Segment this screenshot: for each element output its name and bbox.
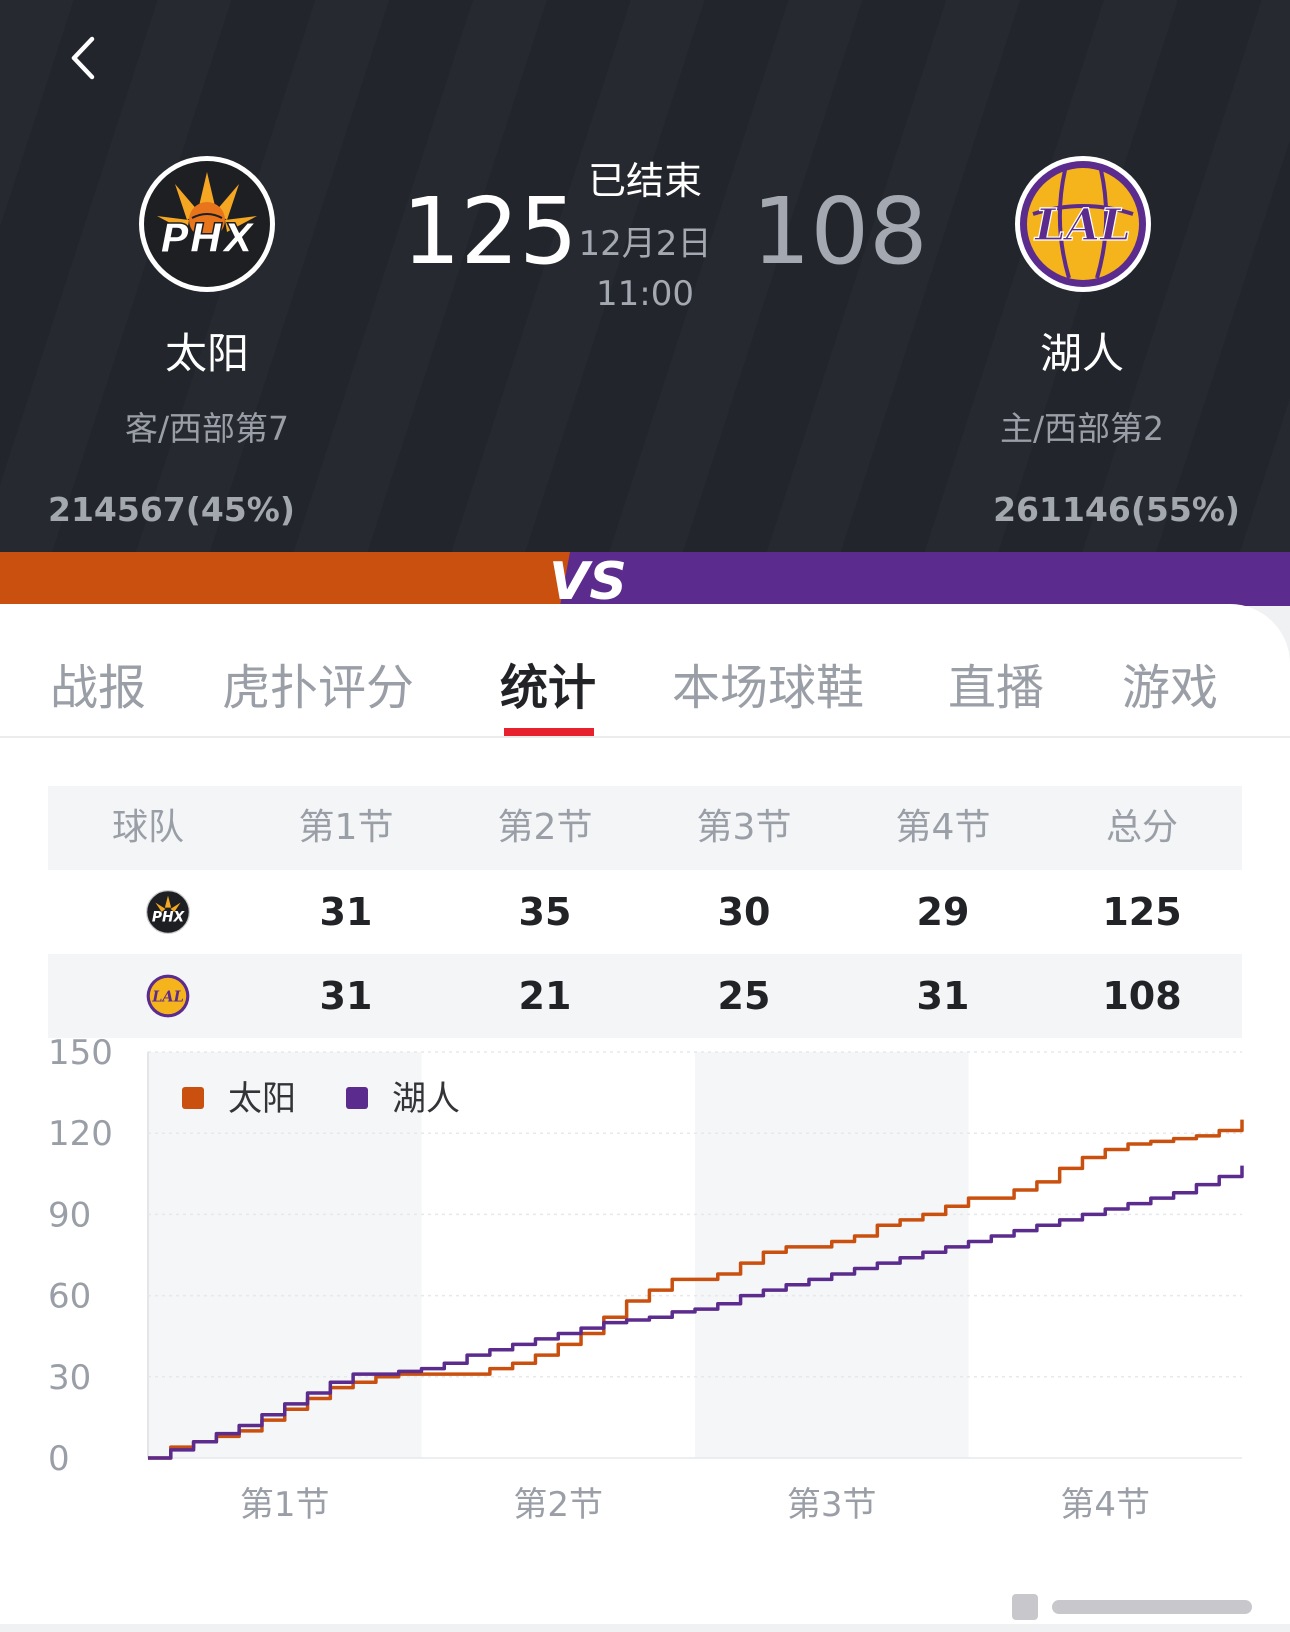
header-q4: 第4节 [895, 807, 991, 848]
x-tick-label: 第4节 [1060, 1485, 1150, 1525]
legend-label: 湖人 [392, 1079, 460, 1119]
x-tick-label: 第2节 [513, 1485, 603, 1525]
home-score: 108 [752, 178, 928, 285]
header-q2: 第2节 [497, 807, 593, 848]
lal-q4: 31 [916, 974, 970, 1018]
game-status: 已结束 [587, 159, 702, 203]
y-tick-label: 0 [48, 1439, 70, 1479]
table-row: LAL 31 21 25 31 108 [48, 954, 1242, 1038]
chevron-left-icon [71, 36, 95, 80]
quarter-band-2 [421, 1052, 695, 1458]
tab-ratings[interactable]: 虎扑评分 [222, 660, 415, 716]
lal-q2: 21 [518, 974, 572, 1018]
table-header-row: 球队 第1节 第2节 第3节 第4节 总分 [48, 786, 1242, 870]
tab-live[interactable]: 直播 [948, 660, 1045, 716]
header-total: 总分 [1105, 807, 1178, 848]
x-tick-label: 第3节 [787, 1485, 877, 1525]
y-tick-label: 120 [48, 1114, 113, 1154]
lakers-small-logo: LAL [146, 974, 190, 1018]
game-header: PHX LAL 太阳 湖人 客/西部第7 主/西部第2 125 108 已结束 … [0, 0, 1290, 552]
chart-gridlines [147, 1051, 1242, 1459]
chart-series-lines [148, 1119, 1244, 1460]
legend-swatch [182, 1087, 204, 1109]
quarter-band-4 [968, 1052, 1242, 1458]
away-team-name[interactable]: 太阳 [164, 329, 249, 378]
header-q3: 第3节 [696, 807, 792, 848]
lakers-logo-text: LAL [1033, 200, 1131, 251]
phx-total: 125 [1102, 890, 1182, 934]
away-team-rank: 客/西部第7 [124, 409, 290, 448]
lakers-small-logo-text: LAL [151, 989, 184, 1006]
phx-q3: 30 [717, 890, 771, 934]
score-progression-chart: 0 30 60 90 120 150 第1节 第2节 第3节 第4节 太阳 湖人 [48, 1033, 1244, 1525]
tab-report[interactable]: 战报 [50, 660, 147, 716]
table-row: PHX 31 35 30 29 125 [48, 870, 1242, 954]
series-line-suns [148, 1119, 1244, 1460]
x-tick-label: 第1节 [240, 1485, 330, 1525]
lal-q1: 31 [319, 974, 373, 1018]
legend-label: 太阳 [228, 1079, 296, 1119]
suns-logo[interactable]: PHX [137, 154, 277, 294]
quarter-score-table: 球队 第1节 第2节 第3节 第4节 总分 PHX 31 35 30 29 12… [48, 786, 1242, 1038]
tab-games[interactable]: 游戏 [1122, 660, 1219, 716]
tab-bar: 战报 虎扑评分 统计 本场球鞋 直播 游戏 [0, 604, 1290, 738]
phx-q1: 31 [319, 890, 373, 934]
game-date: 12月2日 [578, 224, 712, 264]
y-tick-label: 150 [48, 1033, 113, 1073]
header-team: 球队 [111, 807, 184, 848]
y-tick-label: 60 [48, 1277, 91, 1317]
phx-q4: 29 [916, 890, 970, 934]
home-team-rank: 主/西部第2 [999, 409, 1165, 448]
active-tab-indicator [504, 728, 594, 736]
lal-total: 108 [1102, 974, 1182, 1018]
chart-legend: 太阳 湖人 [182, 1079, 460, 1119]
tab-stats[interactable]: 统计 [500, 660, 597, 716]
vs-label: VS [549, 552, 627, 606]
back-button[interactable] [54, 28, 114, 88]
y-tick-label: 90 [48, 1195, 91, 1235]
header-q1: 第1节 [298, 807, 394, 848]
away-support-bar [0, 552, 590, 606]
series-line-lakers [148, 1165, 1244, 1460]
watermark [1012, 1594, 1252, 1620]
home-support-votes[interactable]: 261146(55%) [993, 490, 1240, 529]
lal-q3: 25 [717, 974, 771, 1018]
suns-small-logo: PHX [146, 890, 190, 934]
quarter-band-3 [695, 1052, 969, 1458]
support-vs-bar: VS [0, 552, 1290, 606]
quarter-band-1 [148, 1052, 422, 1458]
home-support-bar [560, 552, 1290, 606]
game-time: 11:00 [596, 274, 694, 314]
legend-swatch [346, 1087, 368, 1109]
phx-q2: 35 [518, 890, 572, 934]
lakers-logo[interactable]: LAL [1013, 154, 1153, 294]
y-axis-ticks: 0 30 60 90 120 150 [48, 1033, 113, 1479]
x-axis-ticks: 第1节 第2节 第3节 第4节 [240, 1485, 1150, 1525]
away-score: 125 [402, 178, 578, 285]
suns-logo-text: PHX [160, 216, 256, 262]
y-tick-label: 30 [48, 1358, 91, 1398]
away-support-votes[interactable]: 214567(45%) [48, 490, 295, 529]
home-team-name[interactable]: 湖人 [1039, 329, 1124, 378]
suns-small-logo-text: PHX [152, 909, 186, 925]
tab-shoes[interactable]: 本场球鞋 [672, 660, 865, 716]
